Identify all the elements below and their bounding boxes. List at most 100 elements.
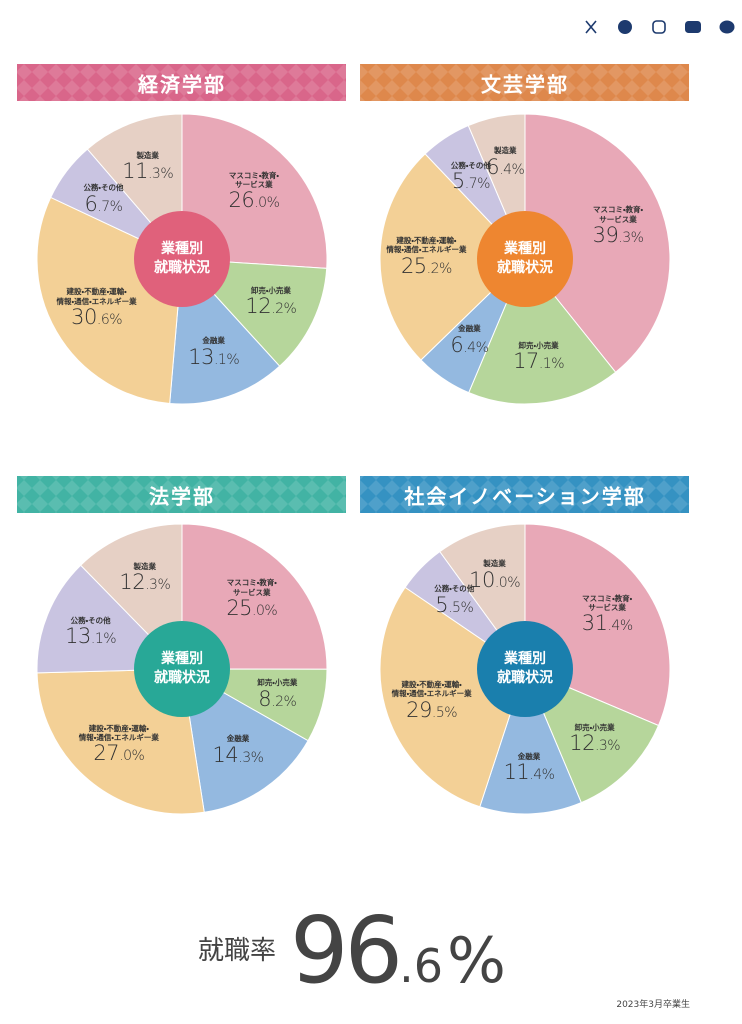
slice-label: マスコミ・教育・ サービス業 31.4% (582, 594, 633, 636)
value-label: 25.2% (400, 253, 452, 278)
pie-slice (468, 258, 617, 405)
category-label: マスコミ・教育・ サービス業 (592, 205, 644, 224)
category-label: 建設・不動産・運輸・ 情報・通信・エネルギー業 (56, 287, 137, 306)
center-circle (477, 621, 573, 717)
pie-slice (379, 153, 526, 361)
value-label: 30.6% (71, 305, 123, 330)
value-label: 17.1% (513, 348, 565, 373)
category-label: マスコミ・教育・ サービス業 (582, 593, 633, 612)
line-icon[interactable] (719, 20, 735, 34)
value-label: 31.4% (581, 611, 633, 636)
center-line: 就職状況 (497, 670, 553, 686)
value-label: 5.7% (451, 168, 491, 193)
slice-label: マスコミ・教育・ サービス業 25.0% (226, 578, 277, 620)
slice-label: 製造業 12.3% (119, 561, 170, 593)
value-label: 13.1% (188, 344, 240, 369)
category-label: 公務・その他 (70, 615, 111, 625)
center-circle (477, 211, 573, 307)
rate-label: 就職率 (198, 936, 277, 966)
slice-label: 卸売・小売業 12.3% (569, 723, 620, 755)
category-label: 卸売・小売業 (257, 678, 298, 688)
center-line: 就職状況 (154, 260, 210, 276)
slice-label: 建設・不動産・運輸・ 情報・通信・エネルギー業 29.5% (392, 680, 472, 722)
value-label: 39.3% (592, 223, 644, 248)
category-label: 卸売・小売業 (574, 722, 615, 732)
value-label: 11.4% (503, 759, 555, 784)
center-line: 業種別 (504, 651, 546, 668)
pie-slice (479, 667, 582, 815)
value-label: 12.3% (119, 569, 171, 594)
slice-label: 卸売・小売業 17.1% (513, 340, 564, 372)
category-label: 金融業 (226, 733, 250, 743)
category-label: マスコミ・教育・ サービス業 (226, 578, 277, 597)
center-line: 業種別 (504, 241, 546, 258)
value-label: 6.7% (84, 191, 123, 216)
category-label: 金融業 (517, 751, 541, 761)
category-label: 卸売・小売業 (518, 340, 559, 350)
slice-label: マスコミ・教育・ サービス業 26.0% (228, 171, 279, 213)
value-label: 26.0% (228, 188, 280, 213)
facebook-icon[interactable] (618, 20, 632, 34)
center-line: 業種別 (161, 241, 203, 258)
value-label: 6.4% (486, 154, 525, 179)
social-icons (585, 20, 735, 34)
category-label: 卸売・小売業 (250, 285, 291, 295)
header-band (360, 476, 689, 513)
center-circle (134, 621, 230, 717)
slice-label: 金融業 6.4% (450, 324, 489, 357)
category-label: 製造業 (136, 150, 159, 160)
youtube-icon[interactable] (685, 21, 701, 33)
header-band (360, 64, 689, 101)
instagram-icon[interactable] (652, 20, 666, 34)
slice-label: 金融業 11.4% (504, 751, 555, 783)
value-label: 8.2% (258, 686, 297, 711)
center-label: 業種別 就職状況 (497, 650, 553, 688)
chart-title: 法学部 (149, 484, 215, 508)
value-label: 27.0% (93, 741, 145, 766)
category-label: 公務・その他 (434, 584, 475, 594)
category-label: 金融業 (458, 324, 481, 334)
center-line: 就職状況 (154, 670, 210, 686)
slice-label: 金融業 14.3% (213, 734, 264, 766)
rate-value: 96.6% (290, 897, 506, 1004)
value-label: 10.0% (469, 567, 520, 592)
pie-slice (524, 113, 671, 373)
value-label: 12.3% (569, 730, 621, 755)
center-label: 業種別 就職状況 (154, 240, 210, 278)
chart-title: 経済学部 (138, 72, 226, 96)
header-band (17, 476, 346, 513)
value-label: 14.3% (212, 742, 264, 767)
pie-slice (379, 586, 526, 808)
center-line: 就職状況 (497, 260, 553, 276)
chart-title: 文芸学部 (481, 72, 569, 96)
center-circle (134, 211, 230, 307)
category-label: 建設・不動産・運輸・ 情報・通信・エネルギー業 (391, 679, 472, 699)
slice-label: 製造業 11.3% (122, 150, 173, 182)
note: 2023年3月卒業生 (616, 1000, 690, 1010)
value-label: 5.5% (435, 592, 474, 617)
slice-label: 建設・不動産・運輸・ 情報・通信・エネルギー業 30.6% (57, 287, 137, 329)
slice-label: 製造業 6.4% (486, 146, 525, 179)
category-label: 製造業 (483, 558, 506, 568)
category-label: 製造業 (494, 146, 517, 156)
slice-label: 卸売・小売業 12.2% (245, 285, 296, 317)
x-icon[interactable] (585, 20, 597, 34)
value-label: 25.0% (226, 596, 278, 621)
pie-slice (181, 523, 328, 670)
slice-label: 金融業 13.1% (188, 336, 239, 368)
slice-label: 公務・その他 6.7% (83, 183, 123, 215)
category-label: 公務・その他 (83, 183, 124, 193)
slice-label: マスコミ・教育・ サービス業 39.3% (593, 205, 644, 247)
slice-label: 製造業 10.0% (469, 559, 520, 591)
category-label: 金融業 (202, 336, 225, 346)
value-label: 12.2% (245, 293, 297, 318)
slice-label: 公務・その他 13.1% (65, 616, 116, 648)
value-label: 29.5% (406, 697, 458, 722)
slice-label: 建設・不動産・運輸・ 情報・通信・エネルギー業 27.0% (79, 724, 159, 766)
slice-label: 建設・不動産・運輸・ 情報・通信・エネルギー業 25.2% (386, 236, 466, 278)
value-label: 6.4% (450, 332, 489, 357)
category-label: マスコミ・教育・ サービス業 (228, 170, 279, 189)
slice-label: 公務・その他 5.5% (434, 584, 474, 616)
category-label: 公務・その他 (450, 160, 491, 170)
